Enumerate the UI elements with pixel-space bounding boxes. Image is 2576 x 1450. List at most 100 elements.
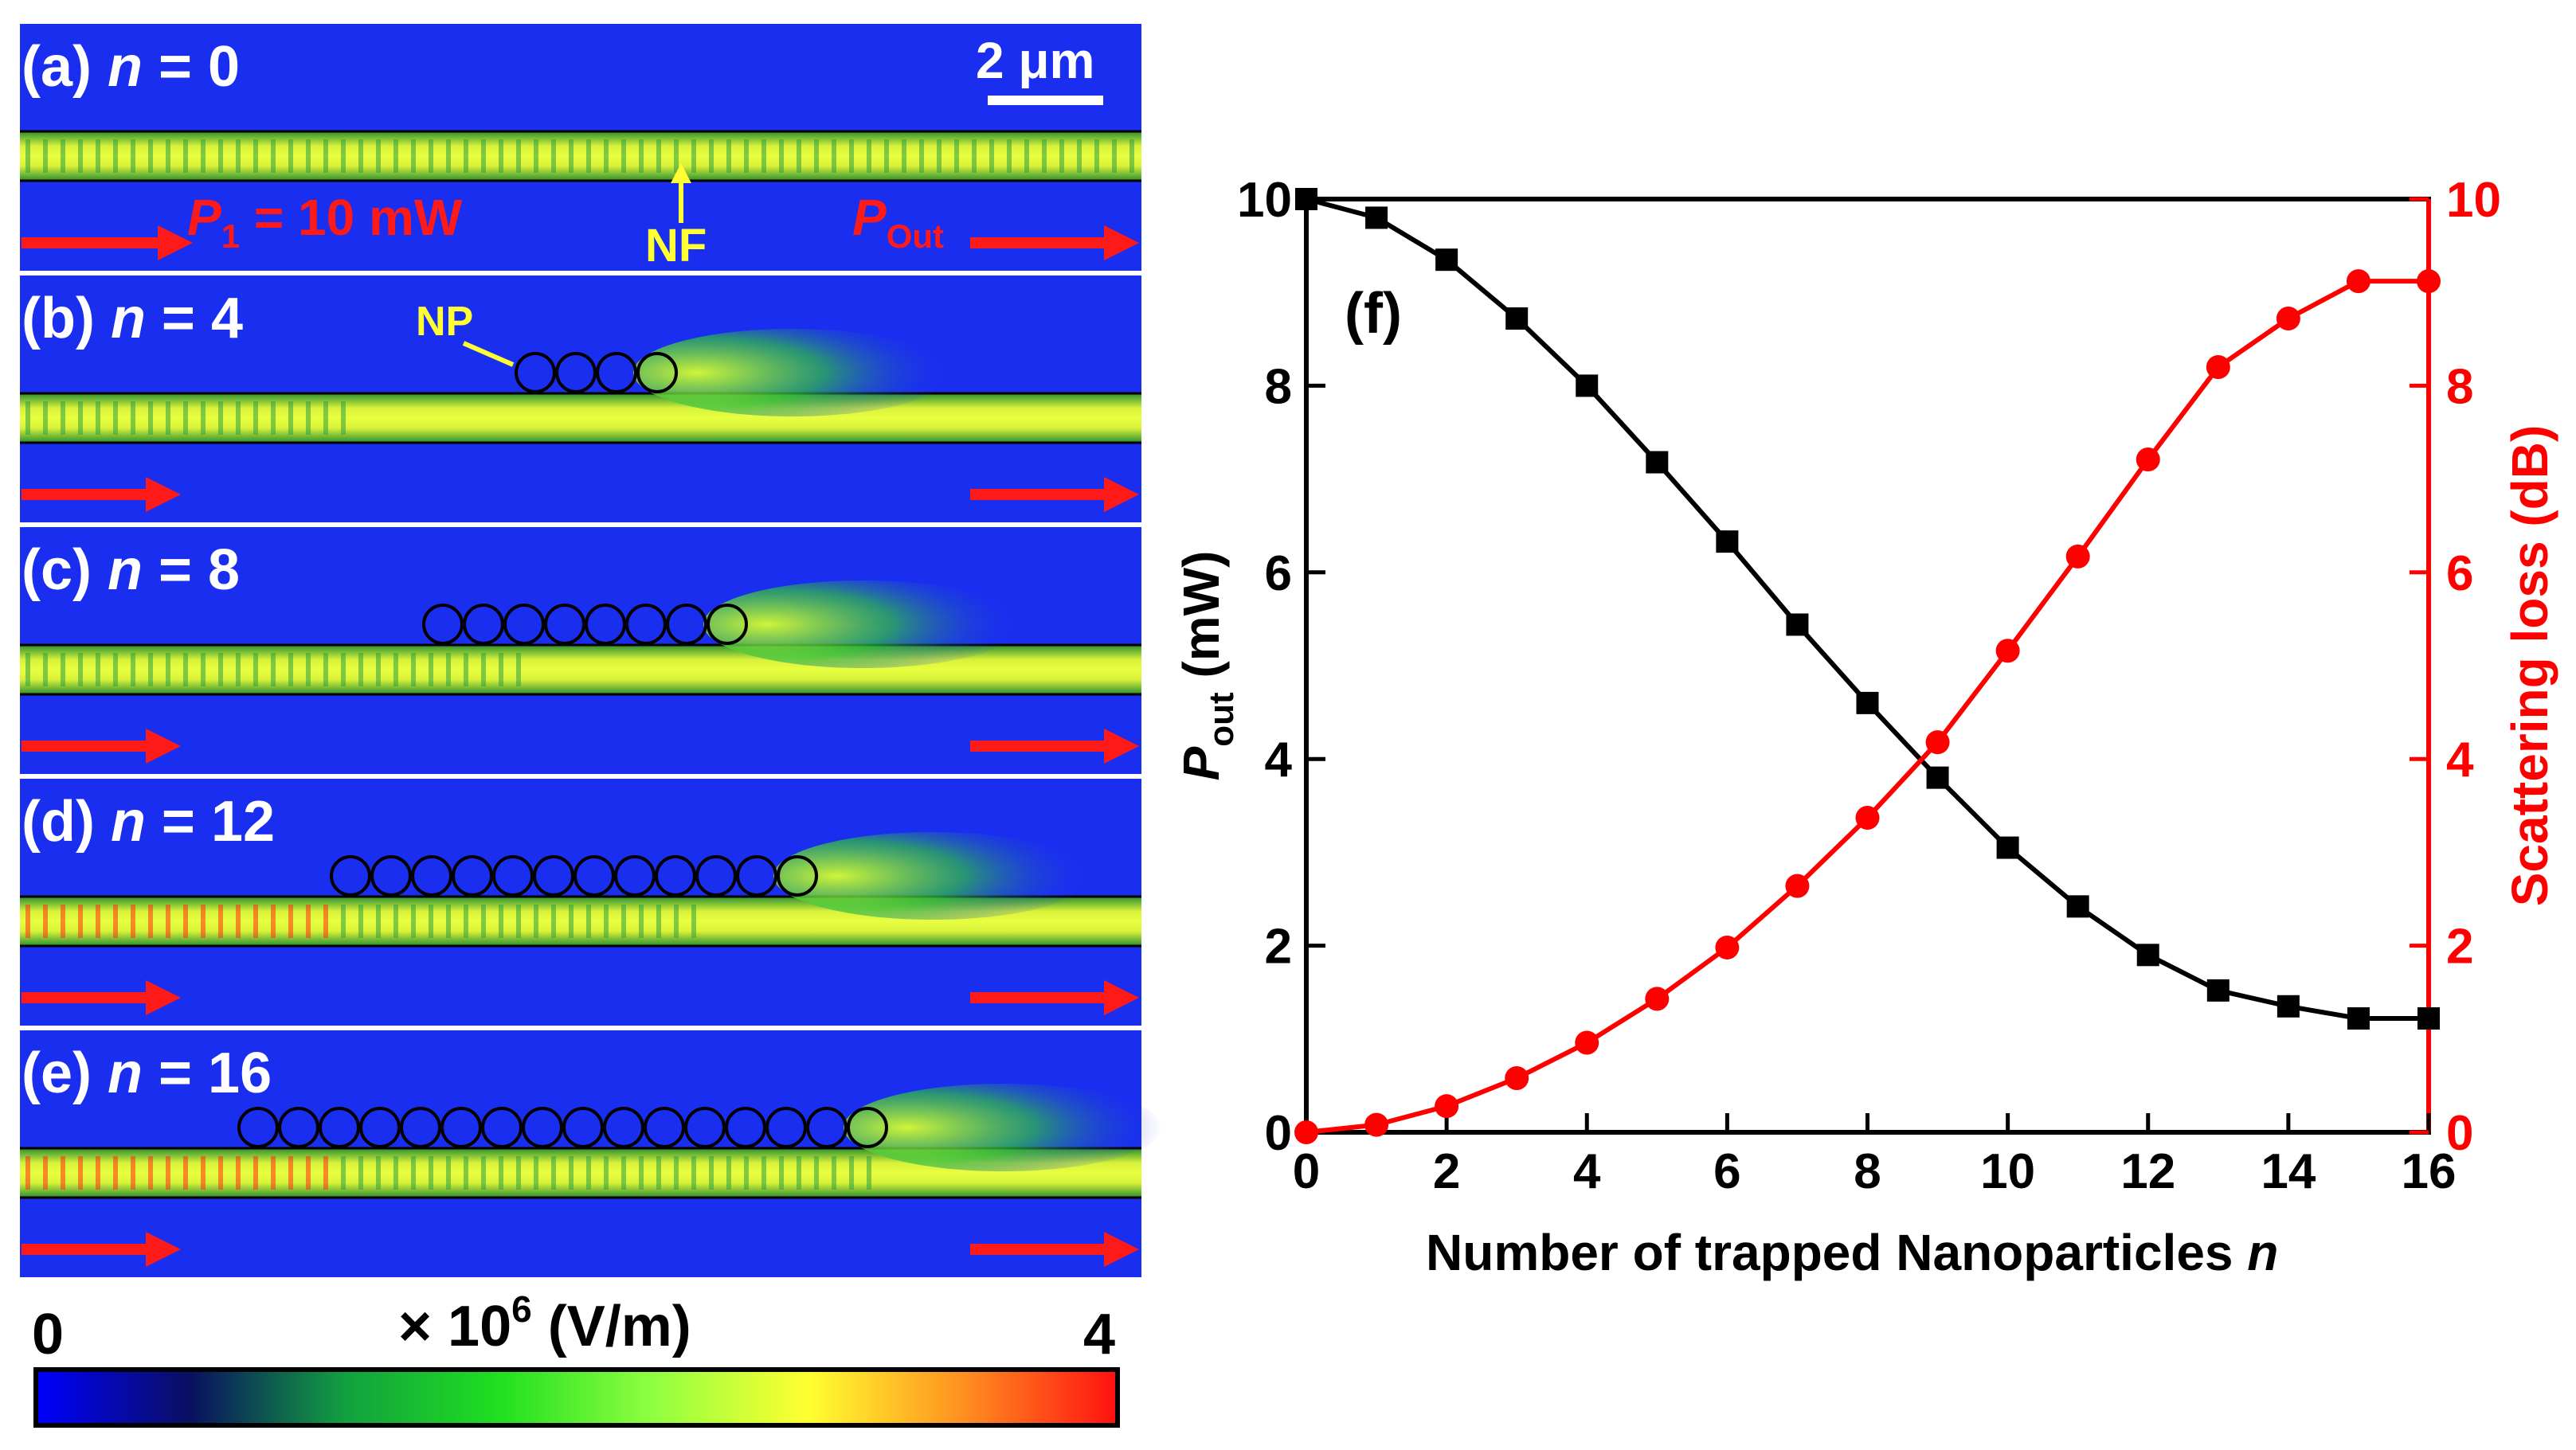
- nanoparticle: [625, 604, 667, 645]
- output-arrow-head: [1104, 980, 1139, 1015]
- y-tick-label: 0: [1265, 1106, 1292, 1161]
- point-square: [1716, 530, 1739, 553]
- series: [1294, 188, 2441, 1144]
- nanoparticle: [422, 604, 464, 645]
- panel-n-eq: = 8: [143, 538, 240, 602]
- point-circle: [2136, 447, 2160, 471]
- pout-sym: P: [852, 189, 887, 246]
- p1-sub: 1: [221, 217, 240, 255]
- x-axis-label-var: n: [2247, 1224, 2278, 1281]
- y-tick-label: 8: [1265, 359, 1292, 414]
- panel-letter: (e): [22, 1042, 108, 1105]
- point-square: [1576, 374, 1599, 397]
- output-arrow-shaft: [970, 237, 1107, 248]
- point-circle: [1364, 1112, 1389, 1137]
- point-circle: [2417, 269, 2441, 294]
- y2-axis-label: Scattering loss (dB): [2501, 425, 2558, 907]
- scalebar: [988, 96, 1103, 105]
- point-circle: [1435, 1094, 1459, 1119]
- output-arrow-head: [1104, 477, 1139, 512]
- panel-n-var: n: [111, 287, 146, 350]
- panel-label: (b) n = 4: [22, 287, 243, 350]
- x-tick-label: 16: [2402, 1144, 2457, 1199]
- pout-sub: Out: [887, 217, 944, 255]
- p1-value: = 10 mW: [240, 189, 463, 246]
- point-square: [1856, 691, 1879, 714]
- point-square: [2136, 944, 2159, 967]
- nf-label: NF: [645, 220, 707, 272]
- output-arrow-head: [1104, 729, 1139, 764]
- nanoparticle: [555, 352, 597, 393]
- y-axis-label-unit: (mW): [1173, 551, 1230, 693]
- nanoparticle: [644, 1107, 685, 1148]
- nanoparticle: [533, 855, 574, 897]
- nanoparticle: [666, 604, 707, 645]
- np-label: NP: [416, 299, 473, 345]
- x-tick-label: 10: [1980, 1144, 2035, 1199]
- field-panel-4: (e) n = 16: [20, 1030, 1162, 1277]
- panel-letter: (d): [22, 790, 111, 854]
- input-arrow-head: [146, 729, 181, 764]
- y-tick-label: 6: [1265, 546, 1292, 601]
- colorbar-bar: [33, 1367, 1120, 1428]
- point-square: [2066, 895, 2089, 918]
- nanoparticle: [319, 1107, 360, 1148]
- output-arrow-shaft: [970, 741, 1107, 752]
- colorbar-min: 0: [32, 1303, 64, 1366]
- panel-label: (e) n = 16: [22, 1042, 272, 1105]
- colorbar: 0 4 × 106 (V/m): [32, 1288, 1120, 1428]
- output-arrow-shaft: [970, 1244, 1107, 1255]
- point-circle: [1925, 730, 1950, 755]
- y-tick-label: 4: [1265, 733, 1293, 788]
- point-square: [1926, 766, 1949, 789]
- nanoparticle: [370, 855, 412, 897]
- y2-tick-label: 6: [2446, 546, 2473, 601]
- nanoparticle: [574, 855, 615, 897]
- nanoparticle: [695, 855, 737, 897]
- point-square: [1786, 613, 1809, 636]
- point-square: [2206, 979, 2230, 1002]
- p1-label: P1 = 10 mW: [187, 189, 463, 255]
- x-tick-label: 0: [1293, 1144, 1320, 1199]
- panel-n-eq: = 0: [143, 35, 240, 99]
- point-square: [1365, 206, 1388, 229]
- nanoparticle: [596, 352, 637, 393]
- panel-n-var: n: [108, 35, 143, 99]
- x-tick-label: 8: [1854, 1144, 1881, 1199]
- x-tick-label: 4: [1573, 1144, 1601, 1199]
- point-square: [1996, 836, 2019, 859]
- field-panel-3: (d) n = 12: [20, 779, 1141, 1026]
- nanoparticle: [736, 855, 777, 897]
- panel-label: (c) n = 8: [22, 538, 240, 602]
- nanoparticle: [359, 1107, 401, 1148]
- point-circle: [2276, 307, 2300, 331]
- y-axis-label-sym: P: [1173, 746, 1230, 780]
- nanoparticle: [481, 1107, 523, 1148]
- nanoparticle: [411, 855, 452, 897]
- point-square: [1435, 248, 1458, 272]
- panel-n-var: n: [108, 1042, 143, 1105]
- y2-tick-label: 4: [2446, 733, 2474, 788]
- point-circle: [1995, 639, 2020, 663]
- nanoparticle: [278, 1107, 319, 1148]
- panel-n-eq: = 16: [143, 1042, 272, 1105]
- point-circle: [1715, 935, 1740, 960]
- nanoparticle: [440, 1107, 482, 1148]
- nanoparticle: [777, 855, 818, 897]
- scatter-plume: [633, 329, 952, 416]
- x-tick-label: 12: [2120, 1144, 2175, 1199]
- np-pointer: [462, 341, 515, 367]
- input-arrow-shaft: [22, 741, 149, 752]
- panel-n-var: n: [108, 538, 143, 602]
- y-tick-label: 10: [1237, 173, 1292, 228]
- point-square: [2277, 995, 2300, 1018]
- x-tick-label: 14: [2261, 1144, 2316, 1199]
- y-axis-label-sub: out: [1202, 692, 1241, 747]
- output-arrow-shaft: [970, 489, 1107, 500]
- point-circle: [2346, 269, 2370, 294]
- panel-letter: (b): [22, 287, 111, 350]
- point-square: [1505, 307, 1529, 330]
- panel-label: (d) n = 12: [22, 790, 275, 854]
